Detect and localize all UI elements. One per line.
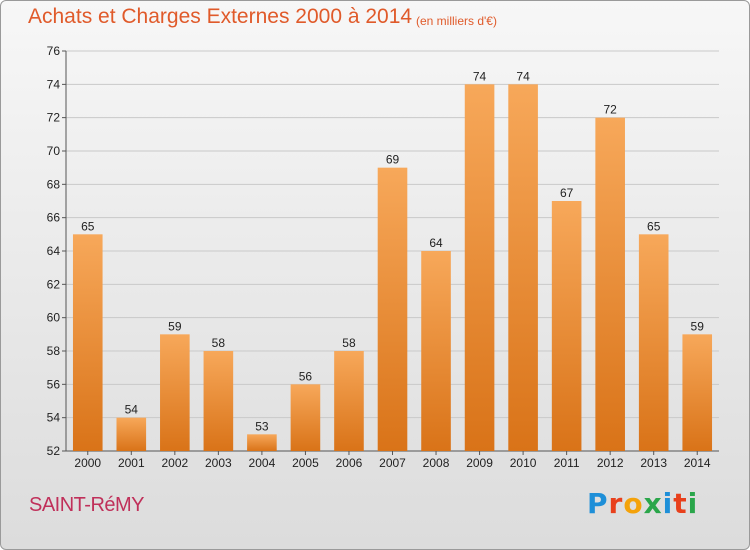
x-tick-label-2005: 2005 <box>292 456 319 470</box>
data-label-2009: 74 <box>473 69 487 83</box>
logo-letter: t <box>673 487 688 520</box>
y-tick-label: 52 <box>47 444 61 458</box>
bar-2000 <box>72 234 103 451</box>
proxiti-logo: Proxiti <box>587 487 698 520</box>
bar-2010 <box>508 84 538 451</box>
data-label-2007: 69 <box>386 153 400 167</box>
y-tick-label: 64 <box>47 244 61 258</box>
data-label-2010: 74 <box>516 69 530 83</box>
data-label-2006: 58 <box>342 336 356 350</box>
y-tick-label: 54 <box>47 411 61 425</box>
bar-2013 <box>638 234 669 451</box>
logo-letter: x <box>643 487 663 520</box>
bar-2014 <box>682 334 713 451</box>
bar-2006 <box>334 351 364 451</box>
logo-letter: r <box>608 487 624 520</box>
x-tick-label-2007: 2007 <box>379 456 406 470</box>
y-tick-label: 56 <box>47 377 61 391</box>
bar-2005 <box>290 384 321 451</box>
x-tick-label-2004: 2004 <box>249 456 276 470</box>
x-tick-label-2010: 2010 <box>510 456 537 470</box>
data-label-2005: 56 <box>299 369 313 383</box>
data-label-2012: 72 <box>603 103 617 117</box>
bar-2002 <box>160 334 190 451</box>
x-tick-label-2006: 2006 <box>336 456 363 470</box>
x-tick-label-2014: 2014 <box>684 456 711 470</box>
y-tick-label: 66 <box>47 211 61 225</box>
logo-letter: i <box>662 487 674 520</box>
chart-subtitle: (en milliers d'€) <box>416 14 497 28</box>
y-tick-label: 68 <box>47 177 61 191</box>
chart-title: Achats et Charges Externes 2000 à 2014 <box>28 5 413 28</box>
x-tick-label-2002: 2002 <box>161 456 188 470</box>
data-label-2004: 53 <box>255 419 269 433</box>
y-tick-label: 58 <box>47 344 61 358</box>
x-tick-label-2008: 2008 <box>423 456 450 470</box>
data-label-2013: 65 <box>647 219 661 233</box>
y-tick-label: 72 <box>47 111 61 125</box>
x-tick-label-2001: 2001 <box>118 456 145 470</box>
logo-letter: P <box>587 487 609 520</box>
x-tick-label-2000: 2000 <box>74 456 101 470</box>
bar-2007 <box>377 167 408 451</box>
data-label-2001: 54 <box>125 403 139 417</box>
bar-2012 <box>595 117 625 452</box>
data-label-2008: 64 <box>429 236 443 250</box>
y-tick-label: 70 <box>47 144 61 158</box>
bar-2008 <box>421 251 451 451</box>
bar-2001 <box>116 417 147 451</box>
bar-2009 <box>464 84 495 451</box>
x-tick-label-2009: 2009 <box>466 456 493 470</box>
data-label-2014: 59 <box>691 319 705 333</box>
logo-letter: i <box>687 487 699 520</box>
logo-letter: o <box>623 487 644 520</box>
y-tick-label: 74 <box>47 77 61 91</box>
y-tick-label: 76 <box>47 44 61 58</box>
data-label-2011: 67 <box>560 186 574 200</box>
city-name: SAINT-RéMY <box>29 494 145 516</box>
data-label-2002: 59 <box>168 319 182 333</box>
bar-2011 <box>551 201 582 451</box>
x-tick-label-2012: 2012 <box>597 456 624 470</box>
data-label-2003: 58 <box>212 336 226 350</box>
x-tick-label-2003: 2003 <box>205 456 232 470</box>
x-tick-label-2011: 2011 <box>554 456 580 470</box>
data-label-2000: 65 <box>81 219 95 233</box>
y-tick-label: 62 <box>47 277 61 291</box>
x-tick-label-2013: 2013 <box>640 456 667 470</box>
bar-2004 <box>247 434 277 451</box>
bar-2003 <box>203 351 234 451</box>
y-tick-label: 60 <box>47 311 61 325</box>
